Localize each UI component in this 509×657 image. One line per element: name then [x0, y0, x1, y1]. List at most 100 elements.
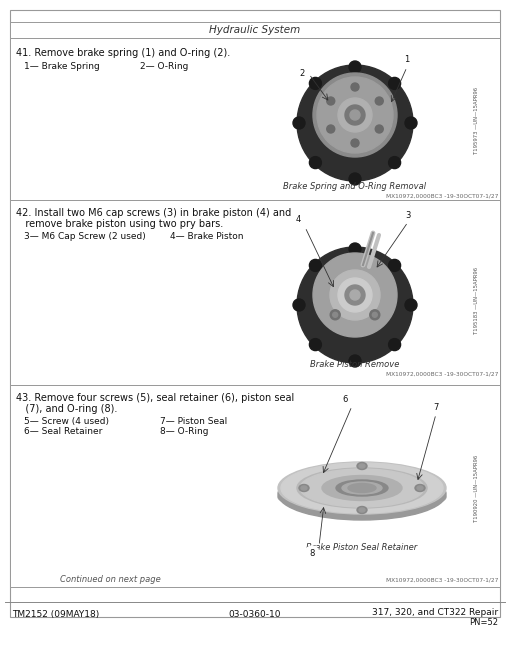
Circle shape [329, 310, 340, 320]
Text: 41. Remove brake spring (1) and O-ring (2).: 41. Remove brake spring (1) and O-ring (… [16, 48, 230, 58]
Ellipse shape [321, 476, 401, 501]
Text: 03-0360-10: 03-0360-10 [229, 610, 280, 619]
Text: 2: 2 [299, 70, 304, 78]
Ellipse shape [416, 486, 422, 490]
Circle shape [388, 156, 400, 169]
Ellipse shape [356, 463, 366, 470]
Text: (7), and O-ring (8).: (7), and O-ring (8). [16, 404, 117, 414]
Circle shape [293, 117, 304, 129]
Bar [10, 385, 499, 587]
Text: remove brake piston using two pry bars.: remove brake piston using two pry bars. [16, 219, 223, 229]
Text: 1: 1 [404, 55, 409, 64]
Text: 43. Remove four screws (5), seal retainer (6), piston seal: 43. Remove four screws (5), seal retaine… [16, 393, 294, 403]
Text: 7— Piston Seal: 7— Piston Seal [160, 417, 227, 426]
Circle shape [375, 97, 382, 105]
Text: PN=52: PN=52 [468, 618, 497, 627]
Circle shape [400, 208, 414, 222]
Text: MX10972,0000BC3 -19-30OCT07-1/27: MX10972,0000BC3 -19-30OCT07-1/27 [385, 194, 497, 199]
Text: 2— O-Ring: 2— O-Ring [140, 62, 188, 71]
Text: 5— Screw (4 used): 5— Screw (4 used) [24, 417, 109, 426]
Circle shape [388, 78, 400, 89]
Text: 8— O-Ring: 8— O-Ring [160, 427, 208, 436]
Ellipse shape [347, 484, 375, 493]
Circle shape [404, 299, 416, 311]
Circle shape [344, 285, 364, 305]
Circle shape [293, 299, 304, 311]
Text: T195183 —UN—15APR96: T195183 —UN—15APR96 [473, 267, 478, 334]
Ellipse shape [277, 468, 445, 520]
Circle shape [349, 110, 359, 120]
Ellipse shape [296, 468, 426, 508]
Text: 317, 320, and CT322 Repair: 317, 320, and CT322 Repair [371, 608, 497, 617]
Text: 4— Brake Piston: 4— Brake Piston [169, 232, 243, 241]
Circle shape [404, 117, 416, 129]
Circle shape [329, 270, 379, 320]
Circle shape [296, 247, 412, 363]
Circle shape [350, 139, 358, 147]
Circle shape [350, 83, 358, 91]
Ellipse shape [342, 482, 381, 494]
Text: 3— M6 Cap Screw (2 used): 3— M6 Cap Screw (2 used) [24, 232, 146, 241]
Circle shape [309, 78, 321, 89]
Circle shape [291, 213, 304, 227]
Circle shape [296, 65, 412, 181]
Bar [10, 22, 499, 38]
Circle shape [326, 97, 334, 105]
Circle shape [369, 310, 379, 320]
Circle shape [375, 125, 382, 133]
Circle shape [294, 67, 308, 81]
Circle shape [332, 312, 337, 317]
Text: MX10972,0000BC3 -19-30OCT07-1/27: MX10972,0000BC3 -19-30OCT07-1/27 [385, 577, 497, 582]
Ellipse shape [277, 483, 445, 511]
Ellipse shape [299, 469, 423, 507]
Text: 6— Seal Retainer: 6— Seal Retainer [24, 427, 102, 436]
Text: 6: 6 [342, 394, 347, 403]
Bar [10, 38, 499, 200]
Bar [10, 200, 499, 385]
Circle shape [313, 73, 396, 157]
Text: MX10972,0000BC3 -19-30OCT07-1/27: MX10972,0000BC3 -19-30OCT07-1/27 [385, 372, 497, 377]
Circle shape [399, 53, 413, 67]
Text: 7: 7 [433, 403, 438, 411]
Circle shape [326, 125, 334, 133]
Circle shape [348, 61, 360, 73]
Circle shape [428, 400, 442, 414]
Circle shape [348, 355, 360, 367]
Text: 3: 3 [405, 210, 410, 219]
Text: Brake Piston Remove: Brake Piston Remove [309, 360, 399, 369]
Circle shape [317, 77, 392, 153]
Circle shape [337, 98, 371, 132]
Ellipse shape [414, 484, 424, 491]
Text: T195973 —UN—15APR96: T195973 —UN—15APR96 [473, 87, 478, 154]
Circle shape [309, 260, 321, 271]
Text: TM2152 (09MAY18): TM2152 (09MAY18) [12, 610, 99, 619]
Text: 8: 8 [308, 549, 314, 558]
Text: 1— Brake Spring: 1— Brake Spring [24, 62, 100, 71]
Circle shape [388, 260, 400, 271]
Circle shape [349, 290, 359, 300]
Text: Continued on next page: Continued on next page [60, 575, 160, 584]
Circle shape [309, 156, 321, 169]
Text: T190920 —UN—15APR96: T190920 —UN—15APR96 [473, 455, 478, 522]
Ellipse shape [358, 508, 364, 512]
Circle shape [313, 253, 396, 337]
Ellipse shape [298, 484, 308, 491]
Circle shape [304, 546, 318, 560]
Circle shape [309, 338, 321, 351]
Circle shape [337, 392, 351, 406]
Text: Brake Spring and O-Ring Removal: Brake Spring and O-Ring Removal [283, 182, 426, 191]
Circle shape [348, 243, 360, 255]
Ellipse shape [356, 507, 366, 514]
Ellipse shape [358, 464, 364, 468]
Circle shape [372, 312, 377, 317]
Circle shape [344, 105, 364, 125]
Ellipse shape [335, 480, 387, 496]
Circle shape [388, 338, 400, 351]
Circle shape [348, 173, 360, 185]
Ellipse shape [280, 463, 442, 513]
Text: 4: 4 [295, 215, 300, 225]
Text: 42. Install two M6 cap screws (3) in brake piston (4) and: 42. Install two M6 cap screws (3) in bra… [16, 208, 291, 218]
Ellipse shape [277, 462, 445, 514]
Ellipse shape [300, 486, 306, 490]
Circle shape [337, 278, 371, 312]
